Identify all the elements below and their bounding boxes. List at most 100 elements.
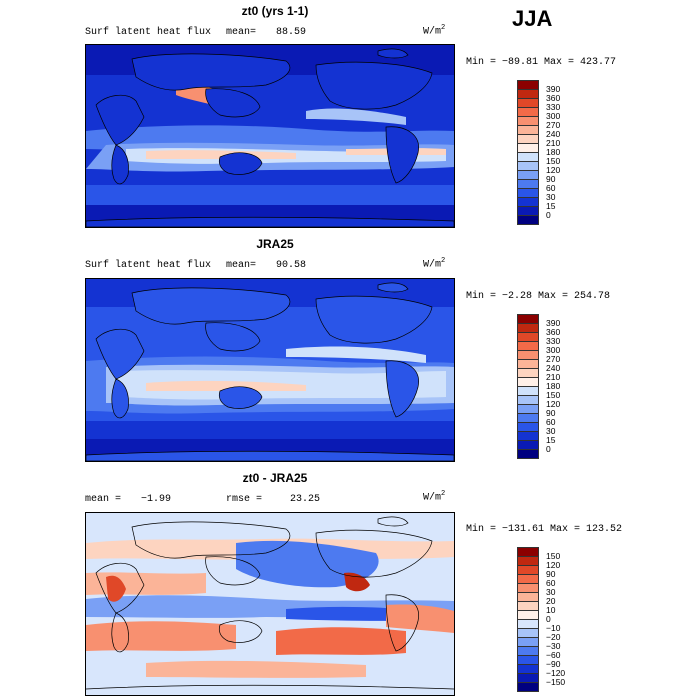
colorbar-swatch xyxy=(517,682,539,692)
colorbar-2: 390 360 330 300 270 240 210 180 150 120 90 60 30 15 0 xyxy=(517,314,560,459)
colorbar-swatch xyxy=(517,565,539,575)
map-panel-2 xyxy=(85,278,455,462)
colorbar-swatch xyxy=(517,637,539,647)
colorbar-swatch xyxy=(517,80,539,90)
colorbar-swatch xyxy=(517,197,539,207)
colorbar-swatch xyxy=(517,646,539,656)
colorbar-tick-label: 330 xyxy=(546,101,561,112)
colorbar-tick-label: 390 xyxy=(546,317,561,328)
colorbar-tick-label: 150 xyxy=(546,550,561,561)
colorbar-tick-label: −60 xyxy=(546,649,561,660)
colorbar-swatch xyxy=(517,89,539,99)
colorbar-swatch xyxy=(517,125,539,135)
colorbar-tick-label: 240 xyxy=(546,362,561,373)
colorbar-tick-label: 60 xyxy=(546,182,556,193)
colorbar-tick-label: 10 xyxy=(546,604,556,615)
variable-label: Surf latent heat flux xyxy=(85,27,212,38)
colorbar-tick-label: −20 xyxy=(546,631,561,642)
colorbar-swatch xyxy=(517,98,539,108)
colorbar-swatch xyxy=(517,431,539,441)
colorbar-swatch xyxy=(517,395,539,405)
colorbar-swatch xyxy=(517,619,539,629)
colorbar-swatch xyxy=(517,601,539,611)
colorbar-tick-label: −10 xyxy=(546,622,561,633)
colorbar-swatch xyxy=(517,386,539,396)
colorbar-tick-label: 0 xyxy=(546,209,551,220)
colorbar-1: 390 360 330 300 270 240 210 180 150 120 90 60 30 15 0 xyxy=(517,80,560,225)
colorbar-swatch xyxy=(517,556,539,566)
minmax-label: Min = −2.28 Max = 254.78 xyxy=(466,291,611,302)
colorbar-swatch xyxy=(517,610,539,620)
colorbar-swatch xyxy=(517,143,539,153)
colorbar-tick-label: −150 xyxy=(546,676,566,687)
colorbar-swatch xyxy=(517,188,539,198)
colorbar-tick-label: 360 xyxy=(546,92,561,103)
panel-title: zt0 (yrs 1-1) xyxy=(241,4,309,18)
colorbar-swatch xyxy=(517,440,539,450)
colorbar-tick-label: 90 xyxy=(546,407,556,418)
units-label: W/m2 xyxy=(423,24,446,38)
colorbar-swatch xyxy=(517,134,539,144)
colorbar-swatch xyxy=(517,368,539,378)
mean-label: mean= xyxy=(226,260,257,271)
colorbar-swatch xyxy=(517,170,539,180)
panel-title: zt0 - JRA25 xyxy=(242,471,308,485)
colorbar-tick-label: 180 xyxy=(546,146,561,157)
map-panel-3 xyxy=(85,512,455,696)
mean-label: mean = xyxy=(85,494,122,505)
colorbar-swatch xyxy=(517,116,539,126)
colorbar-swatch xyxy=(517,332,539,342)
units-label: W/m2 xyxy=(423,490,446,504)
colorbar-tick-label: 15 xyxy=(546,200,556,211)
map-panel-1 xyxy=(85,44,455,228)
colorbar-tick-label: 210 xyxy=(546,137,561,148)
mean-value: −1.99 xyxy=(141,494,172,505)
colorbar-swatch xyxy=(517,655,539,665)
colorbar-tick-label: 390 xyxy=(546,83,561,94)
units-label: W/m2 xyxy=(423,257,446,271)
colorbar-swatch xyxy=(517,341,539,351)
colorbar-tick-label: 120 xyxy=(546,559,561,570)
colorbar-swatch xyxy=(517,547,539,557)
colorbar-swatch xyxy=(517,422,539,432)
colorbar-tick-label: −30 xyxy=(546,640,561,651)
colorbar-tick-label: 270 xyxy=(546,119,561,130)
colorbar-tick-label: 240 xyxy=(546,128,561,139)
colorbar-tick-label: 180 xyxy=(546,380,561,391)
colorbar-swatch xyxy=(517,359,539,369)
colorbar-tick-label: 15 xyxy=(546,434,556,445)
minmax-label: Min = −131.61 Max = 123.52 xyxy=(466,524,623,535)
colorbar-tick-label: 360 xyxy=(546,326,561,337)
mean-value: 90.58 xyxy=(276,260,307,271)
colorbar-tick-label: 150 xyxy=(546,155,561,166)
colorbar-swatch xyxy=(517,323,539,333)
colorbar-tick-label: 120 xyxy=(546,164,561,175)
mean-value: 88.59 xyxy=(276,27,307,38)
colorbar-tick-label: 60 xyxy=(546,577,556,588)
colorbar-tick-label: −120 xyxy=(546,667,566,678)
colorbar-swatch xyxy=(517,404,539,414)
colorbar-tick-label: 330 xyxy=(546,335,561,346)
colorbar-tick-label: 0 xyxy=(546,443,551,454)
colorbar-swatch xyxy=(517,350,539,360)
mean-label: mean= xyxy=(226,27,257,38)
colorbar-tick-label: 60 xyxy=(546,416,556,427)
season-label: JJA xyxy=(512,6,553,31)
colorbar-swatch xyxy=(517,592,539,602)
colorbar-tick-label: −90 xyxy=(546,658,561,669)
colorbar-tick-label: 300 xyxy=(546,344,561,355)
rmse-label: rmse = xyxy=(226,494,263,505)
colorbar-swatch xyxy=(517,377,539,387)
colorbar-swatch xyxy=(517,664,539,674)
rmse-value: 23.25 xyxy=(290,494,321,505)
colorbar-swatch xyxy=(517,152,539,162)
colorbar-tick-label: 90 xyxy=(546,568,556,579)
colorbar-tick-label: 150 xyxy=(546,389,561,400)
colorbar-swatch xyxy=(517,179,539,189)
colorbar-swatch xyxy=(517,673,539,683)
colorbar-swatch xyxy=(517,206,539,216)
colorbar-tick-label: 20 xyxy=(546,595,556,606)
colorbar-tick-label: 30 xyxy=(546,586,556,597)
colorbar-swatch xyxy=(517,574,539,584)
colorbar-swatch xyxy=(517,628,539,638)
